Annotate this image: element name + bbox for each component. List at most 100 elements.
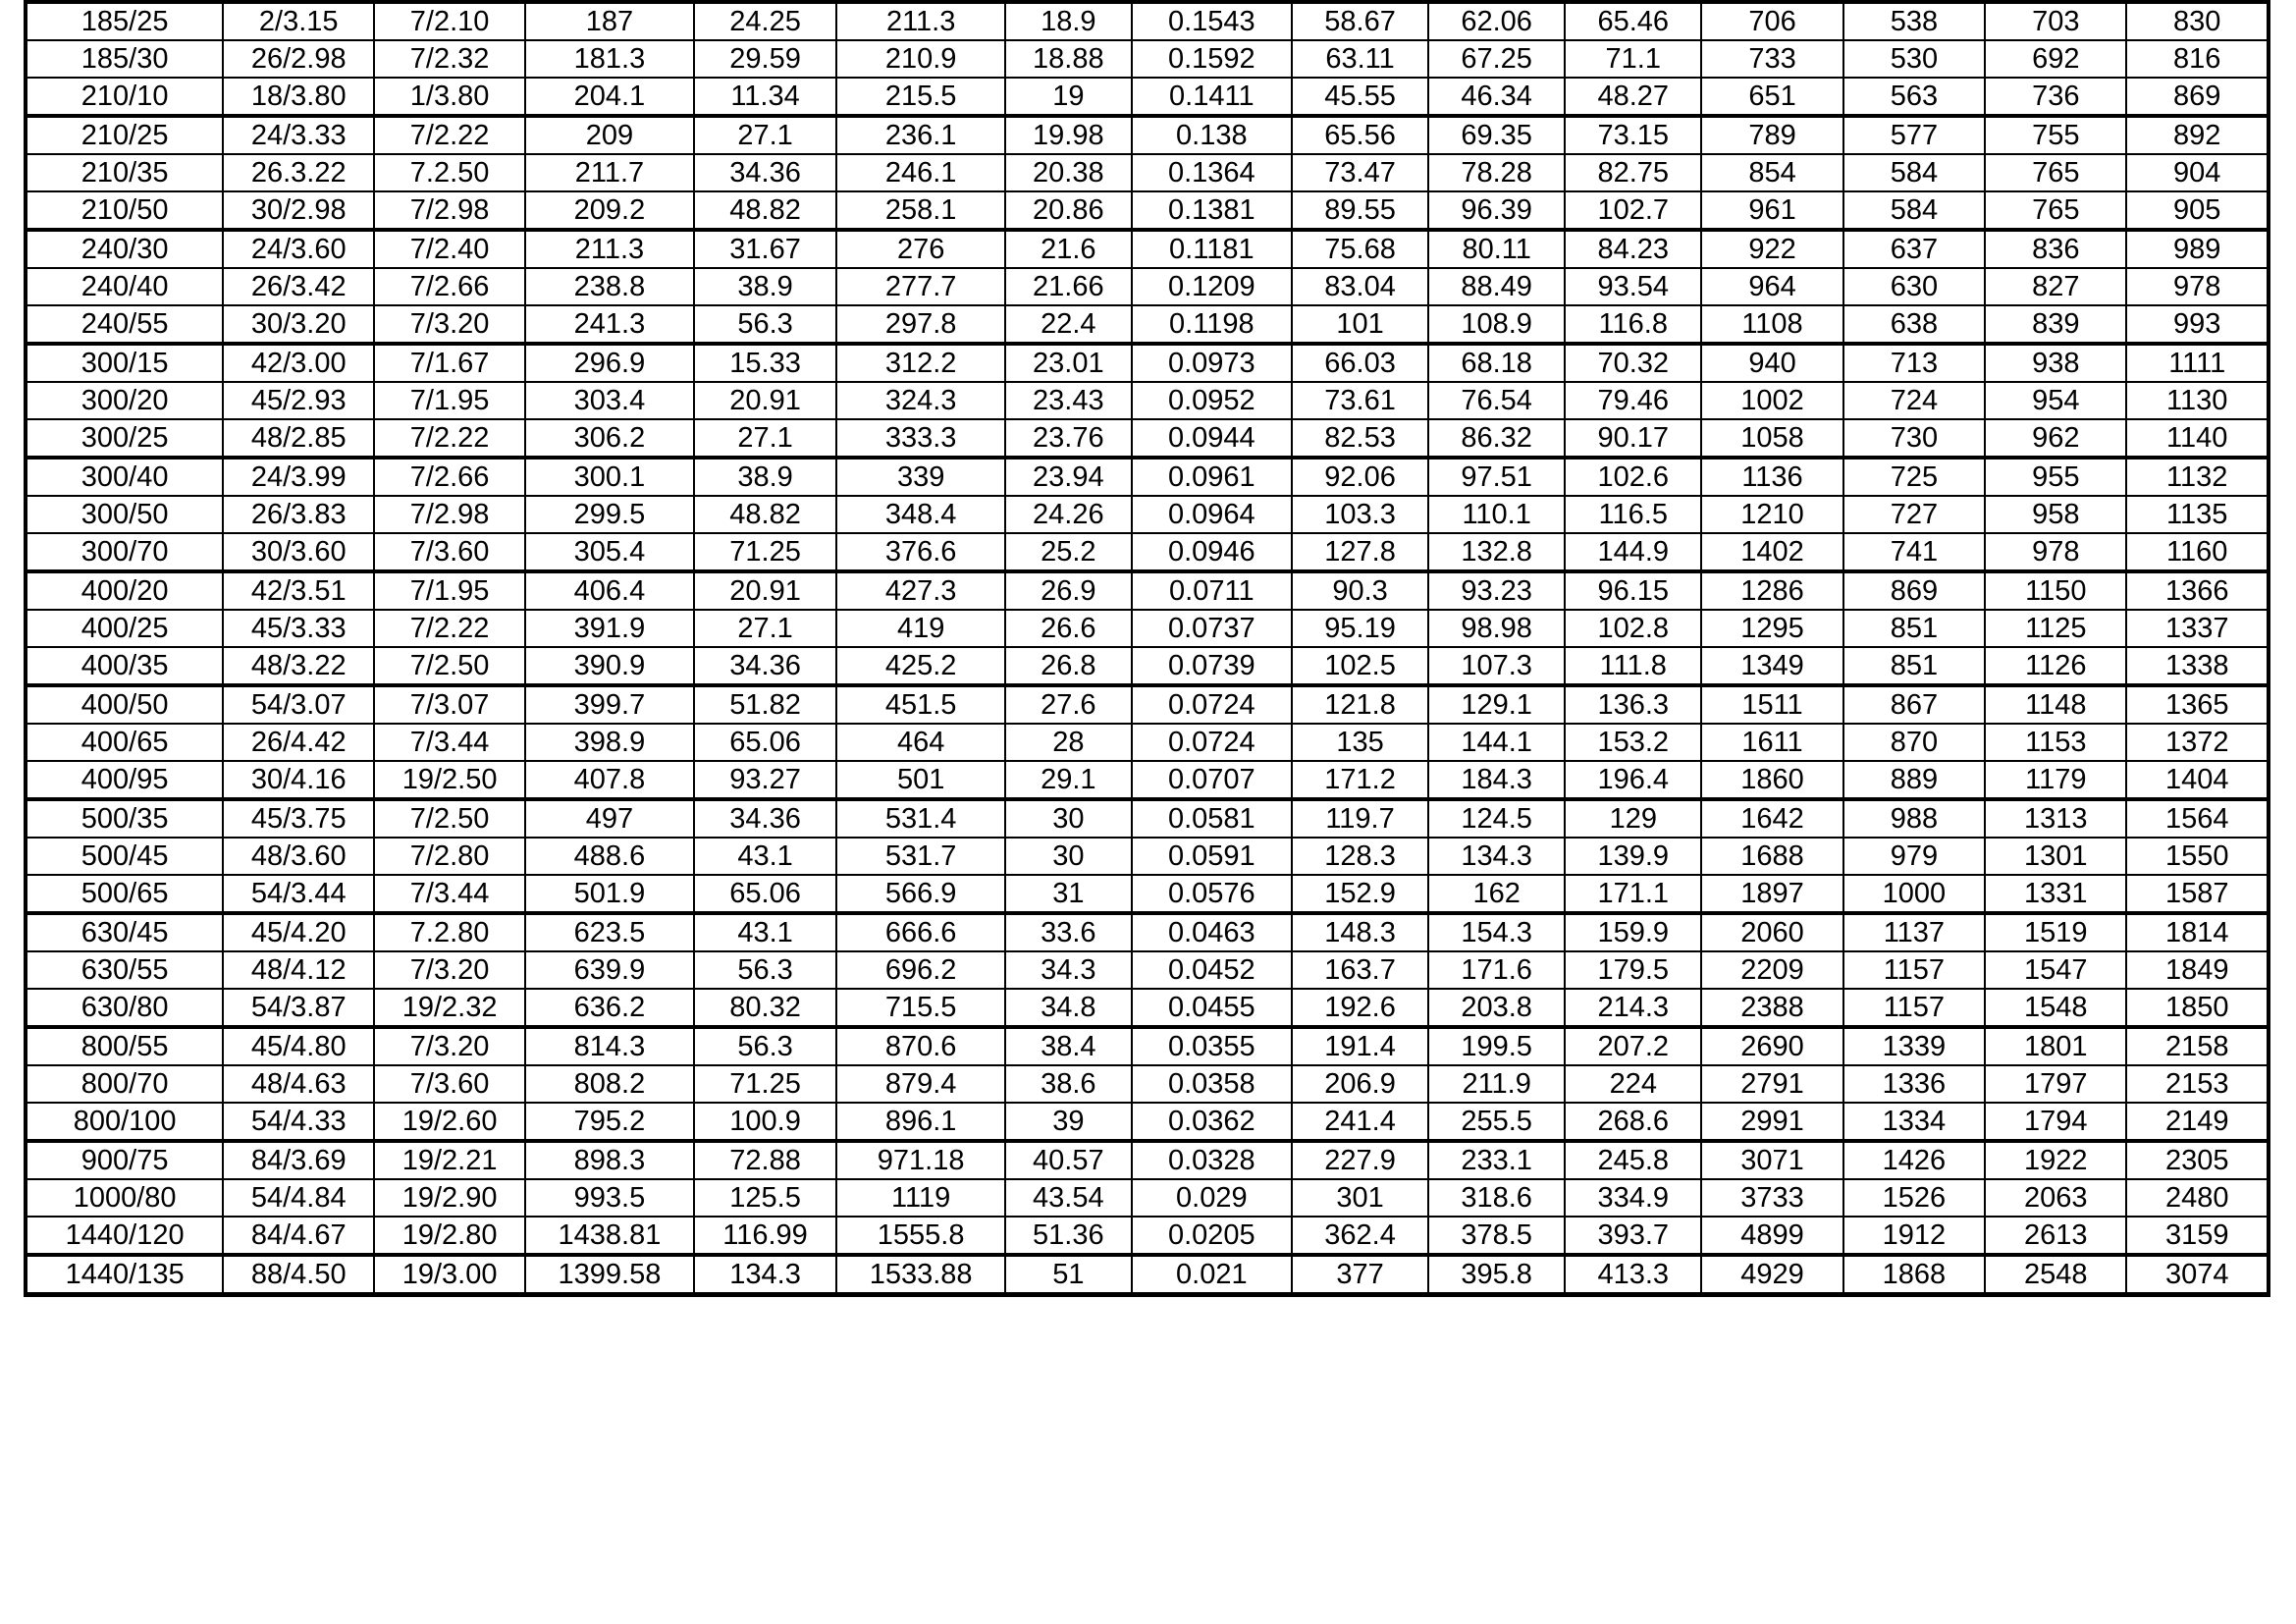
table-cell[interactable]: 978 — [2125, 267, 2270, 306]
table-cell[interactable]: 961 — [1700, 190, 1844, 232]
table-cell[interactable]: 889 — [1842, 760, 1987, 801]
table-cell[interactable]: 127.8 — [1290, 532, 1430, 573]
table-cell[interactable]: 30 — [1004, 837, 1133, 876]
table-cell[interactable]: 464 — [835, 723, 1007, 762]
table-cell[interactable]: 162 — [1427, 874, 1567, 915]
table-cell[interactable]: 42/3.00 — [222, 343, 376, 383]
table-cell[interactable]: 530 — [1842, 39, 1987, 79]
table-cell[interactable]: 102.7 — [1564, 190, 1703, 232]
table-cell[interactable]: 1794 — [1984, 1102, 2128, 1143]
table-cell[interactable]: 7/3.07 — [373, 684, 527, 725]
cell-conductor-size[interactable]: 300/20 — [23, 381, 225, 420]
table-cell[interactable]: 246.1 — [835, 153, 1007, 192]
table-cell[interactable]: 7/2.40 — [373, 229, 527, 269]
table-cell[interactable]: 2991 — [1700, 1102, 1844, 1143]
table-cell[interactable]: 1372 — [2125, 723, 2270, 762]
table-cell[interactable]: 427.3 — [835, 570, 1007, 611]
table-cell[interactable]: 651 — [1700, 77, 1844, 118]
table-cell[interactable]: 2209 — [1700, 950, 1844, 990]
table-cell[interactable]: 1426 — [1842, 1140, 1987, 1180]
table-cell[interactable]: 23.01 — [1004, 343, 1133, 383]
table-row[interactable]: 500/45 48/3.60 7/2.80 488.6 43.1 531.7 30 0.059… — [23, 837, 2270, 876]
table-cell[interactable]: 692 — [1984, 39, 2128, 79]
table-row[interactable]: 500/35 45/3.75 7/2.50 497 34.36 531.4 30 0.0581… — [23, 798, 2270, 839]
table-cell[interactable]: 1564 — [2125, 798, 2270, 839]
table-row[interactable]: 900/75 84/3.69 19/2.21 898.3 72.88 971.18 40.5… — [23, 1140, 2270, 1180]
table-cell[interactable]: 1555.8 — [835, 1216, 1007, 1257]
table-cell[interactable]: 0.0355 — [1130, 1026, 1293, 1066]
table-cell[interactable]: 1850 — [2125, 988, 2270, 1029]
table-row[interactable]: 400/65 26/4.42 7/3.44 398.9 65.06 464 28 0.0724… — [23, 723, 2270, 762]
table-cell[interactable]: 43.1 — [692, 837, 838, 876]
table-cell[interactable]: 2158 — [2125, 1026, 2270, 1066]
table-cell[interactable]: 184.3 — [1427, 760, 1567, 801]
table-cell[interactable]: 38.9 — [692, 267, 838, 306]
table-row[interactable]: 300/40 24/3.99 7/2.66 300.1 38.9 339 23.94 0.09… — [23, 457, 2270, 497]
table-cell[interactable]: 1058 — [1700, 418, 1844, 460]
table-row[interactable]: 1440/135 88/4.50 19/3.00 1399.58 134.3 1533.8… — [23, 1254, 2270, 1297]
table-cell[interactable]: 741 — [1842, 532, 1987, 573]
table-cell[interactable]: 393.7 — [1564, 1216, 1703, 1257]
table-cell[interactable]: 1868 — [1842, 1254, 1987, 1297]
table-cell[interactable]: 538 — [1842, 0, 1987, 41]
table-cell[interactable]: 1912 — [1842, 1216, 1987, 1257]
table-cell[interactable]: 2305 — [2125, 1140, 2270, 1180]
table-cell[interactable]: 135 — [1290, 723, 1430, 762]
table-cell[interactable]: 940 — [1700, 343, 1844, 383]
table-cell[interactable]: 958 — [1984, 495, 2128, 534]
table-cell[interactable]: 390.9 — [524, 646, 695, 687]
table-cell[interactable]: 0.0961 — [1130, 457, 1293, 497]
table-cell[interactable]: 451.5 — [835, 684, 1007, 725]
table-cell[interactable]: 584 — [1842, 190, 1987, 232]
table-cell[interactable]: 56.3 — [692, 950, 838, 990]
table-cell[interactable]: 2480 — [2125, 1178, 2270, 1218]
table-cell[interactable]: 92.06 — [1290, 457, 1430, 497]
table-cell[interactable]: 129 — [1564, 798, 1703, 839]
table-row[interactable]: 210/35 26.3.22 7.2.50 211.7 34.36 246.1 20.38 0… — [23, 153, 2270, 192]
table-cell[interactable]: 7/2.66 — [373, 267, 527, 306]
table-cell[interactable]: 210.9 — [835, 39, 1007, 79]
table-cell[interactable]: 830 — [2125, 0, 2270, 41]
table-cell[interactable]: 15.33 — [692, 343, 838, 383]
cell-conductor-size[interactable]: 210/50 — [23, 190, 225, 232]
table-cell[interactable]: 139.9 — [1564, 837, 1703, 876]
table-cell[interactable]: 531.4 — [835, 798, 1007, 839]
table-cell[interactable]: 4929 — [1700, 1254, 1844, 1297]
table-cell[interactable]: 268.6 — [1564, 1102, 1703, 1143]
table-cell[interactable]: 28 — [1004, 723, 1133, 762]
table-cell[interactable]: 1338 — [2125, 646, 2270, 687]
table-cell[interactable]: 67.25 — [1427, 39, 1567, 79]
table-cell[interactable]: 65.06 — [692, 874, 838, 915]
table-cell[interactable]: 2548 — [1984, 1254, 2128, 1297]
table-cell[interactable]: 7.2.80 — [373, 912, 527, 952]
table-cell[interactable]: 1337 — [2125, 609, 2270, 648]
table-cell[interactable]: 765 — [1984, 153, 2128, 192]
table-cell[interactable]: 1130 — [2125, 381, 2270, 420]
table-cell[interactable]: 7.2.50 — [373, 153, 527, 192]
table-cell[interactable]: 30/3.20 — [222, 304, 376, 346]
table-cell[interactable]: 7/3.44 — [373, 874, 527, 915]
table-cell[interactable]: 0.1543 — [1130, 0, 1293, 41]
table-cell[interactable]: 45.55 — [1290, 77, 1430, 118]
table-cell[interactable]: 192.6 — [1290, 988, 1430, 1029]
table-cell[interactable]: 199.5 — [1427, 1026, 1567, 1066]
table-row[interactable]: 630/55 48/4.12 7/3.20 639.9 56.3 696.2 34.3 0.0… — [23, 950, 2270, 990]
table-cell[interactable]: 24/3.33 — [222, 115, 376, 155]
table-cell[interactable]: 1157 — [1842, 988, 1987, 1029]
table-cell[interactable]: 2690 — [1700, 1026, 1844, 1066]
table-cell[interactable]: 179.5 — [1564, 950, 1703, 990]
cell-conductor-size[interactable]: 800/70 — [23, 1064, 225, 1104]
table-cell[interactable]: 962 — [1984, 418, 2128, 460]
table-cell[interactable]: 7/2.50 — [373, 798, 527, 839]
table-cell[interactable]: 630 — [1842, 267, 1987, 306]
table-cell[interactable]: 1801 — [1984, 1026, 2128, 1066]
table-cell[interactable]: 121.8 — [1290, 684, 1430, 725]
table-cell[interactable]: 214.3 — [1564, 988, 1703, 1029]
table-cell[interactable]: 26/4.42 — [222, 723, 376, 762]
table-cell[interactable]: 124.5 — [1427, 798, 1567, 839]
table-cell[interactable]: 134.3 — [1427, 837, 1567, 876]
table-cell[interactable]: 66.03 — [1290, 343, 1430, 383]
cell-conductor-size[interactable]: 900/75 — [23, 1140, 225, 1180]
cell-conductor-size[interactable]: 400/65 — [23, 723, 225, 762]
table-cell[interactable]: 80.11 — [1427, 229, 1567, 269]
